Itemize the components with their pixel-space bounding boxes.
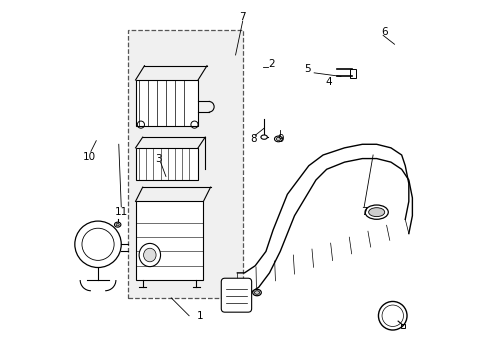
Text: 5: 5 (303, 64, 310, 74)
Ellipse shape (274, 136, 282, 142)
Ellipse shape (143, 248, 156, 262)
Ellipse shape (116, 224, 119, 226)
FancyBboxPatch shape (349, 69, 356, 78)
Ellipse shape (368, 208, 384, 217)
FancyBboxPatch shape (128, 30, 242, 298)
Text: 6: 6 (381, 27, 387, 37)
Ellipse shape (139, 243, 160, 267)
Text: 3: 3 (155, 154, 162, 163)
Text: 7: 7 (360, 207, 366, 217)
Ellipse shape (365, 205, 387, 219)
Text: 11: 11 (114, 207, 128, 217)
Ellipse shape (252, 289, 261, 296)
FancyBboxPatch shape (135, 202, 203, 280)
FancyBboxPatch shape (400, 324, 405, 328)
Text: 1: 1 (196, 311, 203, 321)
Text: 8: 8 (249, 134, 256, 144)
Ellipse shape (254, 291, 259, 294)
FancyBboxPatch shape (221, 278, 251, 312)
FancyBboxPatch shape (135, 80, 198, 126)
Text: 4: 4 (325, 77, 331, 87)
Text: 10: 10 (82, 152, 96, 162)
Ellipse shape (276, 137, 280, 140)
FancyBboxPatch shape (135, 148, 198, 180)
Ellipse shape (261, 135, 267, 139)
Ellipse shape (114, 222, 121, 227)
Text: 7: 7 (239, 13, 245, 22)
Text: 9: 9 (276, 134, 283, 144)
Text: 2: 2 (267, 59, 274, 69)
